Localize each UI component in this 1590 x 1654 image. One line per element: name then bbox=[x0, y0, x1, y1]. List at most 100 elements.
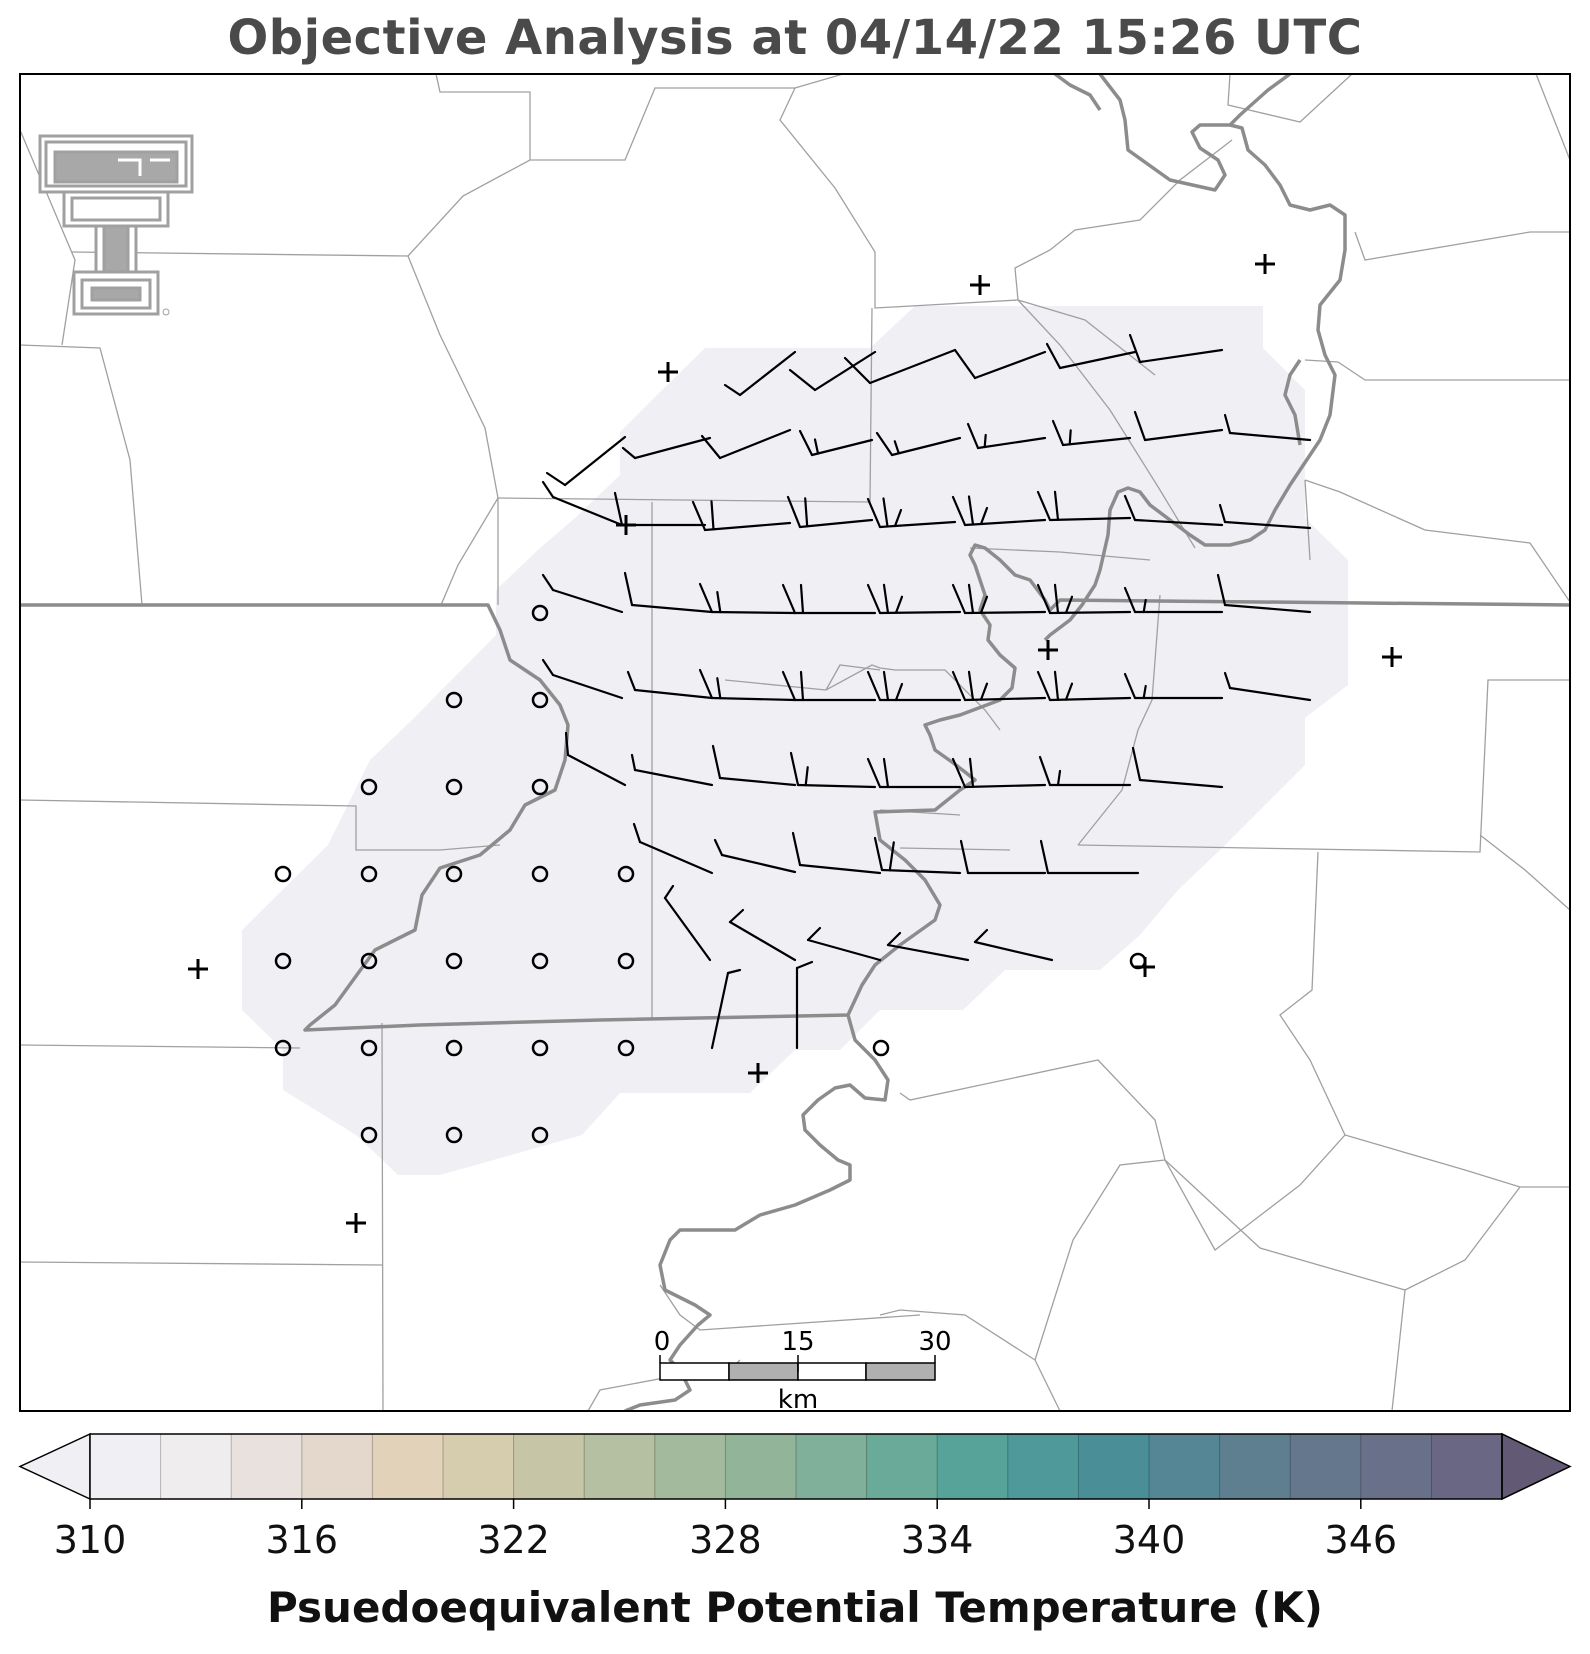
station-plus-marker bbox=[1382, 647, 1402, 667]
wind-barb bbox=[1218, 503, 1312, 530]
wind-barb bbox=[798, 429, 874, 457]
wind-barb bbox=[541, 658, 624, 700]
colorbar-cell bbox=[937, 1434, 1009, 1499]
scale-bar: 0 15 30 km bbox=[654, 1327, 952, 1415]
wind-barb bbox=[691, 500, 792, 532]
wind-barb bbox=[1133, 410, 1224, 442]
wind-barb bbox=[713, 838, 797, 874]
wind-barb bbox=[781, 583, 877, 615]
station-plus-marker bbox=[188, 959, 208, 979]
colorbar-outline bbox=[89, 1433, 1503, 1500]
wind-barb bbox=[959, 839, 1047, 875]
wind-barb bbox=[1036, 583, 1132, 615]
wind-barb bbox=[866, 670, 962, 702]
scale-label-30: 30 bbox=[918, 1327, 951, 1357]
calm-wind-circle bbox=[445, 1126, 463, 1144]
wind-barb bbox=[786, 495, 874, 529]
wind-barb bbox=[698, 582, 797, 615]
wind-barb bbox=[710, 968, 742, 1050]
wind-barb bbox=[613, 491, 707, 527]
calm-wind-circle bbox=[360, 865, 378, 883]
wind-barb bbox=[973, 928, 1054, 962]
calm-wind-circle bbox=[360, 1126, 378, 1144]
wind-barb bbox=[700, 428, 792, 460]
colorbar-tick-label: 334 bbox=[901, 1518, 974, 1562]
wind-barb bbox=[951, 495, 1047, 527]
colorbar-cell bbox=[1431, 1434, 1503, 1499]
calm-wind-circle bbox=[531, 604, 549, 622]
colorbar-cell bbox=[1360, 1434, 1432, 1499]
colorbar-tick-label: 322 bbox=[477, 1518, 550, 1562]
wind-barb bbox=[1128, 333, 1224, 364]
wind-barb bbox=[1123, 494, 1224, 527]
colorbar-cell bbox=[1149, 1434, 1221, 1499]
colorbar-tick-label: 328 bbox=[689, 1518, 762, 1562]
colorbar-cell bbox=[866, 1434, 938, 1499]
calm-wind-circle bbox=[531, 865, 549, 883]
wind-barb bbox=[781, 670, 877, 702]
calm-wind-circle bbox=[274, 865, 292, 883]
wind-barb bbox=[866, 757, 962, 789]
wind-barb bbox=[953, 348, 1047, 380]
calm-wind-circle bbox=[445, 952, 463, 970]
calm-wind-circle bbox=[872, 1039, 890, 1057]
wind-barb bbox=[843, 348, 957, 385]
colorbar-tick-label: 310 bbox=[54, 1518, 127, 1562]
wind-barb bbox=[951, 583, 1047, 615]
wind-barb bbox=[621, 436, 712, 460]
wind-barb bbox=[791, 831, 882, 875]
station-plus-marker bbox=[1038, 640, 1058, 660]
colorbar-tick-label: 316 bbox=[266, 1518, 339, 1562]
calm-wind-circle bbox=[617, 952, 635, 970]
calm-wind-circle bbox=[531, 1039, 549, 1057]
station-plus-marker bbox=[346, 1213, 366, 1233]
calm-wind-circle bbox=[445, 691, 463, 709]
calm-wind-circle bbox=[531, 952, 549, 970]
wind-barb bbox=[711, 744, 797, 787]
calm-wind-circle bbox=[445, 865, 463, 883]
calm-wind-circle bbox=[274, 952, 292, 970]
calm-wind-circle bbox=[360, 1039, 378, 1057]
wind-barb bbox=[1216, 573, 1312, 614]
calm-wind-circle bbox=[360, 778, 378, 796]
wind-barb bbox=[564, 731, 627, 787]
calm-wind-circle bbox=[360, 952, 378, 970]
wind-barb bbox=[873, 836, 962, 875]
wind-barb bbox=[875, 431, 962, 457]
wind-barb bbox=[1123, 586, 1224, 614]
scale-unit: km bbox=[778, 1385, 818, 1415]
wind-barb bbox=[728, 908, 797, 962]
colorbar-cell bbox=[1290, 1434, 1362, 1499]
wind-barb bbox=[966, 422, 1047, 450]
colorbar-cells bbox=[18, 1432, 1572, 1501]
map-frame bbox=[19, 73, 1571, 1412]
wind-barb bbox=[789, 751, 877, 789]
wind-barb bbox=[623, 571, 714, 614]
wind-barb bbox=[951, 670, 1047, 702]
calm-wind-circle bbox=[1129, 952, 1147, 970]
calm-wind-circle bbox=[617, 1039, 635, 1057]
calm-wind-circle bbox=[531, 778, 549, 796]
wind-barb bbox=[795, 960, 814, 1050]
colorbar-tick-label: 340 bbox=[1113, 1518, 1186, 1562]
wind-barb bbox=[541, 480, 624, 527]
wind-barb bbox=[886, 931, 970, 962]
wind-barb bbox=[1051, 419, 1132, 447]
state-borders bbox=[20, 74, 1570, 1411]
colorbar-cell bbox=[1219, 1434, 1291, 1499]
calm-wind-circle bbox=[274, 1039, 292, 1057]
colorbar-cell bbox=[90, 1434, 162, 1499]
wind-barb bbox=[1123, 672, 1224, 700]
wind-barb bbox=[806, 926, 882, 962]
colorbar-cell bbox=[301, 1434, 373, 1499]
colorbar-cell bbox=[513, 1434, 585, 1499]
wind-barb bbox=[545, 435, 627, 487]
colorbar-cell bbox=[1078, 1434, 1150, 1499]
colorbar-cell bbox=[443, 1434, 515, 1499]
colorbar-cell bbox=[584, 1434, 656, 1499]
wind-barb bbox=[866, 583, 962, 615]
map-title: Objective Analysis at 04/14/22 15:26 UTC bbox=[227, 10, 1363, 66]
scale-label-0: 0 bbox=[654, 1327, 671, 1357]
colorbar-cell bbox=[372, 1434, 444, 1499]
